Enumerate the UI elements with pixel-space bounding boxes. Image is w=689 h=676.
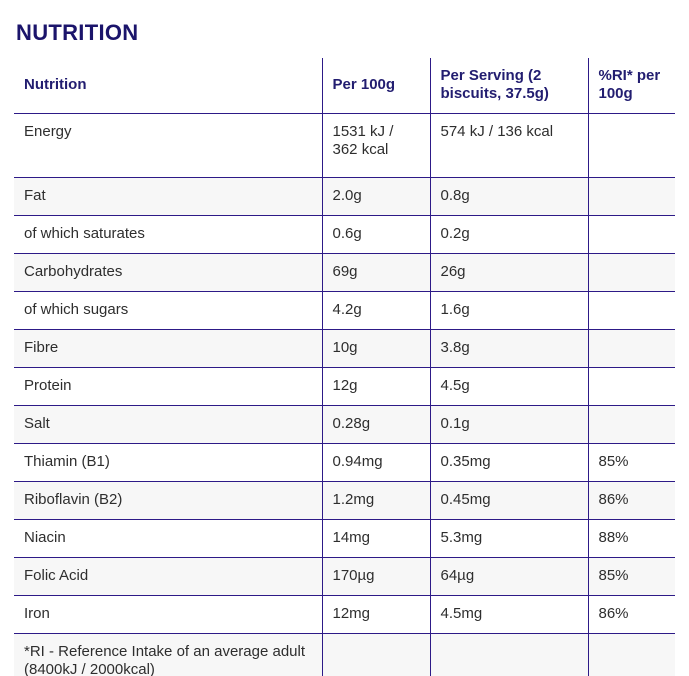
value-per-serving: 0.45mg	[429, 481, 588, 520]
nutrient-label: of which sugars	[14, 291, 322, 330]
value-per-100g: 1.2mg	[321, 481, 430, 520]
nutrient-label: Energy	[14, 113, 322, 178]
value-per-100g: 14mg	[321, 519, 430, 558]
nutrient-label: Folic Acid	[14, 557, 322, 596]
nutrient-label: Niacin	[14, 519, 322, 558]
table-row: Fat 2.0g 0.8g	[14, 177, 675, 216]
value-per-100g: 10g	[321, 329, 430, 368]
value-per-100g: 12mg	[321, 595, 430, 634]
table-header-row: Nutrition Per 100g Per Serving (2 biscui…	[14, 58, 675, 114]
value-per-100g: 12g	[321, 367, 430, 406]
value-per-100g: 69g	[321, 253, 430, 292]
nutrient-label: Iron	[14, 595, 322, 634]
value-per-100g: 0.28g	[321, 405, 430, 444]
table-row: of which sugars 4.2g 1.6g	[14, 291, 675, 330]
nutrient-label: Salt	[14, 405, 322, 444]
table-row: Niacin 14mg 5.3mg 88%	[14, 519, 675, 558]
value-per-serving: 1.6g	[429, 291, 588, 330]
value-per-100g: 0.6g	[321, 215, 430, 254]
value-per-serving: 0.8g	[429, 177, 588, 216]
header-cell-ri: %RI* per 100g	[587, 58, 675, 114]
value-ri	[587, 405, 675, 444]
value-ri	[587, 329, 675, 368]
value-per-serving: 4.5mg	[429, 595, 588, 634]
table-row: Fibre 10g 3.8g	[14, 329, 675, 368]
table-row: of which saturates 0.6g 0.2g	[14, 215, 675, 254]
table-row: Energy 1531 kJ / 362 kcal 574 kJ / 136 k…	[14, 113, 675, 178]
header-cell-nutrition: Nutrition	[14, 58, 322, 114]
nutrient-label: Riboflavin (B2)	[14, 481, 322, 520]
value-ri: 86%	[587, 595, 675, 634]
table-row: Folic Acid 170µg 64µg 85%	[14, 557, 675, 596]
value-per-serving: 3.8g	[429, 329, 588, 368]
empty-cell	[321, 633, 430, 676]
nutrient-label: of which saturates	[14, 215, 322, 254]
value-ri: 85%	[587, 557, 675, 596]
value-ri: 86%	[587, 481, 675, 520]
value-per-serving: 574 kJ / 136 kcal	[429, 113, 588, 178]
value-per-serving: 4.5g	[429, 367, 588, 406]
value-ri	[587, 367, 675, 406]
value-per-100g: 1531 kJ / 362 kcal	[321, 113, 430, 178]
value-ri: 85%	[587, 443, 675, 482]
value-per-serving: 0.35mg	[429, 443, 588, 482]
value-ri	[587, 113, 675, 178]
value-ri: 88%	[587, 519, 675, 558]
value-ri	[587, 177, 675, 216]
table-row: Carbohydrates 69g 26g	[14, 253, 675, 292]
value-ri	[587, 253, 675, 292]
table-row: Thiamin (B1) 0.94mg 0.35mg 85%	[14, 443, 675, 482]
value-per-serving: 0.2g	[429, 215, 588, 254]
header-cell-per-100g: Per 100g	[321, 58, 430, 114]
ri-footnote: *RI - Reference Intake of an average adu…	[14, 633, 322, 676]
table-row: Protein 12g 4.5g	[14, 367, 675, 406]
value-per-serving: 5.3mg	[429, 519, 588, 558]
footnote-row: *RI - Reference Intake of an average adu…	[14, 633, 675, 676]
header-cell-per-serving: Per Serving (2 biscuits, 37.5g)	[429, 58, 588, 114]
value-ri	[587, 215, 675, 254]
value-per-100g: 0.94mg	[321, 443, 430, 482]
value-per-serving: 0.1g	[429, 405, 588, 444]
table-row: Salt 0.28g 0.1g	[14, 405, 675, 444]
value-per-100g: 2.0g	[321, 177, 430, 216]
nutrient-label: Fat	[14, 177, 322, 216]
nutrient-label: Protein	[14, 367, 322, 406]
nutrient-label: Carbohydrates	[14, 253, 322, 292]
nutrient-label: Fibre	[14, 329, 322, 368]
value-per-100g: 4.2g	[321, 291, 430, 330]
nutrition-table: Nutrition Per 100g Per Serving (2 biscui…	[14, 58, 675, 676]
value-per-serving: 26g	[429, 253, 588, 292]
value-per-100g: 170µg	[321, 557, 430, 596]
value-ri	[587, 291, 675, 330]
page-title: NUTRITION	[16, 20, 139, 45]
table-row: Riboflavin (B2) 1.2mg 0.45mg 86%	[14, 481, 675, 520]
table-row: Iron 12mg 4.5mg 86%	[14, 595, 675, 634]
nutrient-label: Thiamin (B1)	[14, 443, 322, 482]
empty-cell	[587, 633, 675, 676]
value-per-serving: 64µg	[429, 557, 588, 596]
empty-cell	[429, 633, 588, 676]
